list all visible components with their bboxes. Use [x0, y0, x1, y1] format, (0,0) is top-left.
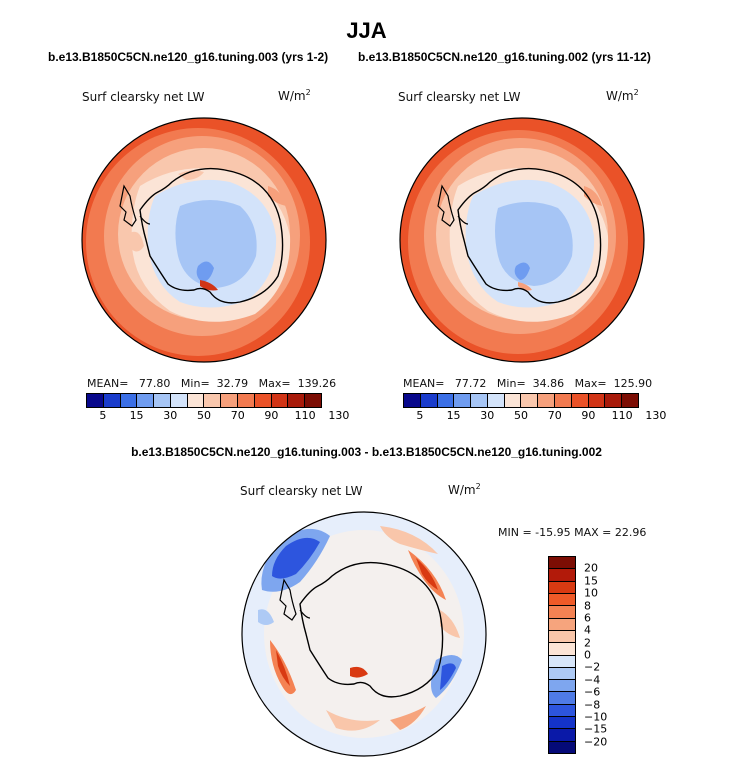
colorbar-tick-label: 90	[581, 409, 596, 422]
colorbar-tick-label: 130	[645, 409, 667, 422]
colorbar-swatch	[187, 394, 205, 407]
colorbar-tick-label: 50	[514, 409, 528, 422]
colorbar-swatch	[549, 557, 575, 570]
colorbar-swatch	[549, 655, 575, 668]
colorbar-tick-label: 5	[416, 409, 424, 422]
left-stats: MEAN= 77.80 Min= 32.79 Max= 139.26	[87, 377, 337, 390]
colorbar-tick-label: −10	[584, 710, 608, 724]
colorbar-swatch	[221, 394, 239, 407]
colorbar-swatch	[437, 394, 455, 407]
right-case-title: b.e13.B1850C5CN.ne120_g16.tuning.002 (yr…	[358, 50, 651, 64]
colorbar-tick-label: 4	[584, 623, 591, 637]
colorbar-tick-label: −8	[584, 698, 601, 711]
diff-variable-label: Surf clearsky net LW	[240, 484, 363, 498]
colorbar-swatch	[288, 394, 306, 407]
colorbar-tick-label: 8	[584, 599, 591, 612]
colorbar-tick-label: 15	[584, 574, 598, 588]
right-units-label: W/m2	[606, 88, 639, 103]
colorbar-swatch	[549, 667, 575, 681]
colorbar-swatch	[538, 394, 556, 407]
colorbar-tick-label: −15	[584, 722, 608, 736]
colorbar-swatch	[170, 394, 188, 407]
right-variable-label: Surf clearsky net LW	[398, 90, 521, 104]
colorbar-swatch	[549, 581, 575, 594]
colorbar-swatch	[549, 729, 575, 742]
colorbar-tick-label: 130	[328, 409, 350, 422]
colorbar-swatch	[103, 394, 121, 407]
colorbar-swatch	[549, 630, 575, 644]
colorbar-tick-label: 50	[197, 409, 211, 422]
right-colorbar	[403, 393, 639, 408]
colorbar-swatch	[137, 394, 155, 407]
diff-colorbar-labels: 20 15 10 8 6 4 2 0 −2 −4 −6 −8 −10 −15 −20	[584, 556, 624, 754]
colorbar-swatch	[271, 394, 289, 407]
colorbar-swatch	[154, 394, 171, 407]
colorbar-swatch	[549, 643, 575, 656]
left-units-label: W/m2	[278, 88, 311, 103]
left-colorbar	[86, 393, 322, 408]
colorbar-swatch	[87, 394, 104, 407]
left-polar-map	[81, 117, 327, 363]
colorbar-tick-label: 15	[129, 409, 144, 422]
colorbar-swatch	[549, 606, 575, 619]
right-colorbar-labels: 5 15 30 50 70 90 110 130	[403, 409, 666, 425]
left-variable-label: Surf clearsky net LW	[82, 90, 205, 104]
colorbar-tick-label: 30	[163, 409, 178, 422]
right-stats: MEAN= 77.72 Min= 34.86 Max= 125.90	[403, 377, 653, 390]
colorbar-swatch	[549, 680, 575, 693]
colorbar-swatch	[404, 394, 421, 407]
colorbar-tick-label: −4	[584, 673, 601, 687]
colorbar-swatch	[549, 704, 575, 718]
colorbar-swatch	[420, 394, 438, 407]
colorbar-swatch	[238, 394, 255, 407]
colorbar-tick-label: 5	[99, 409, 107, 422]
colorbar-tick-label: 2	[584, 636, 591, 650]
right-polar-map	[399, 117, 645, 363]
colorbar-swatch	[120, 394, 138, 407]
diff-minmax: MIN = -15.95 MAX = 22.96	[498, 526, 647, 539]
left-case-title: b.e13.B1850C5CN.ne120_g16.tuning.003 (yr…	[48, 50, 329, 64]
colorbar-swatch	[471, 394, 488, 407]
colorbar-swatch	[549, 593, 575, 607]
colorbar-swatch	[549, 717, 575, 730]
colorbar-swatch	[555, 394, 572, 407]
colorbar-tick-label: 15	[446, 409, 461, 422]
colorbar-swatch	[588, 394, 606, 407]
page-title: JJA	[346, 18, 387, 43]
colorbar-tick-label: 70	[230, 409, 245, 422]
colorbar-swatch	[549, 569, 575, 582]
colorbar-swatch	[622, 394, 638, 407]
colorbar-swatch	[204, 394, 222, 407]
diff-colorbar	[548, 556, 576, 754]
colorbar-swatch	[549, 741, 575, 753]
diff-polar-map	[241, 511, 487, 757]
colorbar-tick-label: 10	[584, 586, 598, 600]
colorbar-tick-label: −2	[584, 660, 601, 674]
colorbar-swatch	[521, 394, 539, 407]
colorbar-tick-label: −20	[584, 735, 608, 749]
colorbar-swatch	[571, 394, 589, 407]
colorbar-swatch	[487, 394, 505, 407]
colorbar-tick-label: 6	[584, 611, 591, 625]
colorbar-swatch	[454, 394, 472, 407]
colorbar-swatch	[549, 618, 575, 631]
colorbar-tick-label: 0	[584, 648, 591, 662]
colorbar-tick-label: 110	[611, 409, 633, 422]
colorbar-tick-label: −6	[584, 685, 601, 699]
colorbar-tick-label: 70	[547, 409, 562, 422]
colorbar-tick-label: 90	[264, 409, 279, 422]
colorbar-swatch	[605, 394, 623, 407]
colorbar-tick-label: 110	[294, 409, 316, 422]
colorbar-tick-label: 30	[480, 409, 495, 422]
colorbar-swatch	[254, 394, 272, 407]
colorbar-swatch	[305, 394, 321, 407]
colorbar-tick-label: 20	[584, 561, 598, 575]
diff-units-label: W/m2	[448, 482, 481, 497]
diff-title: b.e13.B1850C5CN.ne120_g16.tuning.003 - b…	[131, 445, 602, 459]
colorbar-swatch	[504, 394, 522, 407]
left-colorbar-labels: 5 15 30 50 70 90 110 130	[86, 409, 349, 425]
colorbar-swatch	[549, 692, 575, 705]
